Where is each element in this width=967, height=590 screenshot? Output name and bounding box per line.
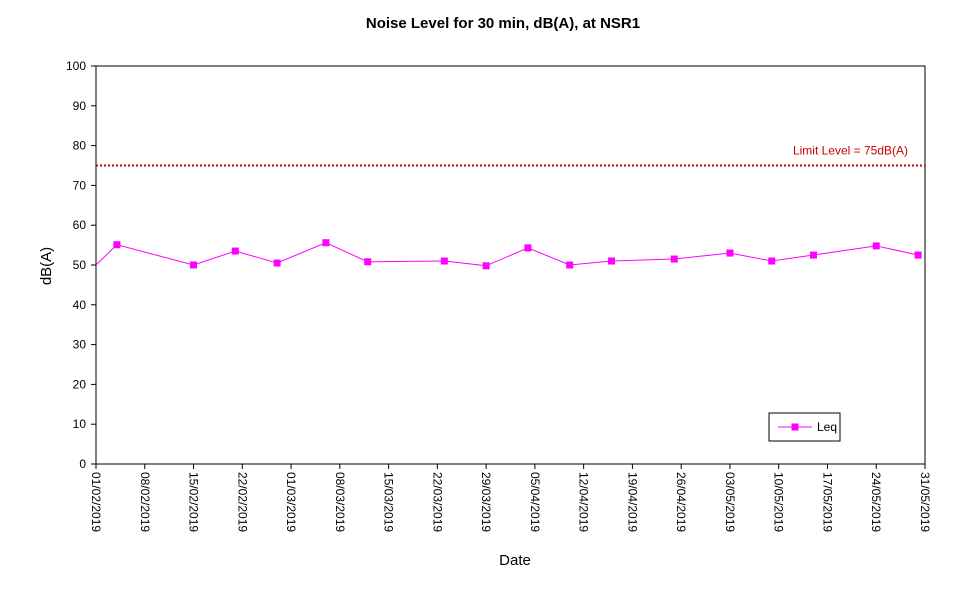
x-tick-label: 15/02/2019	[187, 472, 201, 532]
data-point	[524, 244, 532, 252]
x-tick-label: 31/05/2019	[918, 472, 932, 532]
data-point	[566, 261, 574, 269]
y-tick-label: 80	[73, 139, 87, 153]
x-tick-label: 08/02/2019	[138, 472, 152, 532]
y-tick-label: 70	[73, 178, 87, 192]
series-line-leq	[95, 242, 919, 267]
x-tick-label: 24/05/2019	[869, 472, 883, 532]
x-axis-label: Date	[499, 552, 531, 569]
limit-label: Limit Level = 75dB(A)	[793, 144, 908, 158]
legend-label: Leq	[817, 420, 837, 434]
data-point	[113, 241, 121, 249]
y-tick-label: 10	[73, 417, 87, 431]
y-tick-label: 90	[73, 99, 87, 113]
data-point	[440, 257, 448, 265]
y-tick-label: 20	[73, 377, 87, 391]
x-tick-label: 26/04/2019	[674, 472, 688, 532]
data-point	[273, 259, 281, 267]
data-point	[364, 258, 372, 266]
data-point	[190, 261, 198, 269]
chart-title: Noise Level for 30 min, dB(A), at NSR1	[366, 15, 640, 32]
data-point	[608, 257, 616, 265]
y-tick-label: 30	[73, 338, 87, 352]
y-tick-label: 100	[66, 59, 86, 73]
data-point	[322, 239, 330, 247]
x-tick-label: 22/03/2019	[430, 472, 444, 532]
y-tick-label: 60	[73, 218, 87, 232]
plot-frame	[95, 65, 926, 465]
x-tick-label: 10/05/2019	[772, 472, 786, 532]
x-tick-label: 19/04/2019	[625, 472, 639, 532]
y-tick-label: 40	[73, 298, 87, 312]
data-point	[482, 262, 490, 270]
data-point	[872, 242, 880, 250]
y-tick-label: 0	[79, 457, 86, 471]
x-tick-label: 17/05/2019	[820, 472, 834, 532]
legend-marker	[791, 423, 799, 431]
x-tick-label: 05/04/2019	[528, 472, 542, 532]
data-point	[726, 249, 734, 257]
data-point	[914, 251, 922, 259]
data-point	[231, 247, 239, 255]
data-point	[670, 255, 678, 263]
x-tick-label: 03/05/2019	[723, 472, 737, 532]
x-tick-label: 12/04/2019	[577, 472, 591, 532]
x-tick-label: 15/03/2019	[382, 472, 396, 532]
x-tick-label: 08/03/2019	[333, 472, 347, 532]
y-tick-label: 50	[73, 258, 87, 272]
data-point	[768, 257, 776, 265]
x-tick-label: 01/02/2019	[89, 472, 103, 532]
x-tick-label: 29/03/2019	[479, 472, 493, 532]
x-tick-label: 22/02/2019	[235, 472, 249, 532]
x-tick-label: 01/03/2019	[284, 472, 298, 532]
y-axis-label: dB(A)	[38, 247, 55, 285]
data-point	[810, 251, 818, 259]
